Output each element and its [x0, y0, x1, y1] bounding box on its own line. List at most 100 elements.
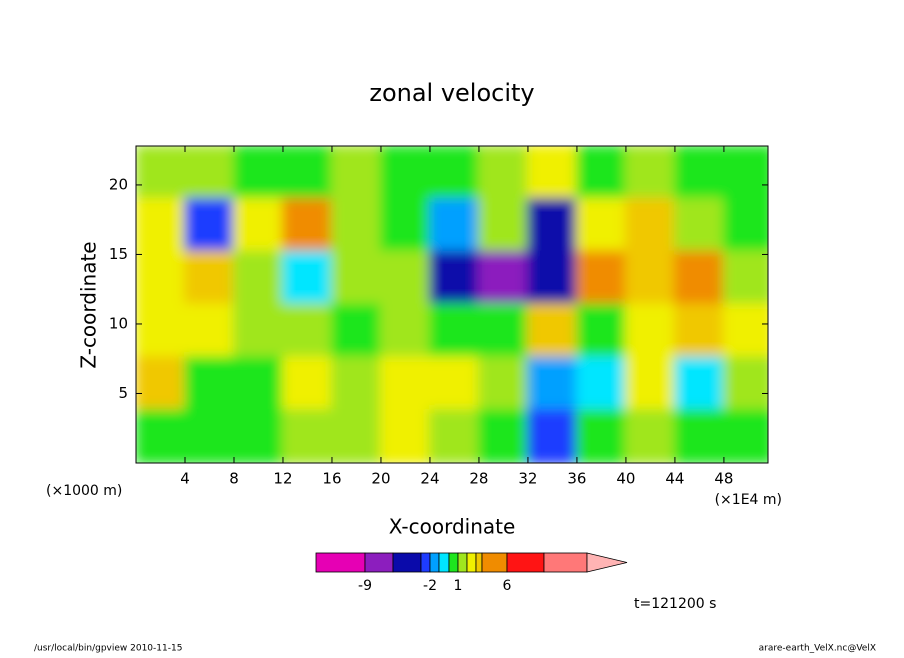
colorbar-box	[506, 552, 545, 573]
contour-cell	[136, 146, 186, 200]
contour-cell	[281, 146, 333, 200]
contour-cell	[232, 146, 284, 200]
colorbar-extension	[586, 552, 628, 573]
contour-cell	[526, 197, 578, 253]
contour-cell	[379, 146, 431, 200]
contour-cell	[379, 409, 431, 463]
contour-cell	[477, 409, 529, 463]
contour-cell	[136, 250, 186, 306]
contour-cell	[722, 146, 768, 200]
annotation: t=121200 s	[634, 596, 716, 612]
contour-cell	[624, 146, 676, 200]
contour-cell	[673, 303, 725, 359]
footer-left: /usr/local/bin/gpview 2010-11-15	[34, 644, 182, 654]
contour-cell	[281, 250, 333, 306]
colorbar-box	[429, 552, 440, 573]
contour-cell	[477, 146, 529, 200]
contour-cell	[575, 303, 627, 359]
x-axis-label: X-coordinate	[389, 515, 516, 539]
contour-cell	[526, 409, 578, 463]
contour-cell	[624, 197, 676, 253]
contour-cell	[379, 356, 431, 412]
contour-cell	[379, 303, 431, 359]
x-tick-label: 4	[180, 470, 190, 488]
contour-cell	[722, 250, 768, 306]
colorbar-box	[364, 552, 394, 573]
plot-frame	[135, 145, 769, 464]
contour-cell	[673, 197, 725, 253]
contour-cell	[428, 250, 480, 306]
contour-cell	[526, 146, 578, 200]
contour-cell	[183, 303, 235, 359]
contour-cell	[722, 409, 768, 463]
contour-cell	[136, 197, 186, 253]
contour-cell	[673, 146, 725, 200]
contour-cell	[183, 250, 235, 306]
colorbar-tick-label: -9	[358, 578, 372, 594]
contour-cell	[232, 197, 284, 253]
y-axis-label: Z-coordinate	[77, 241, 101, 368]
contour-cell	[281, 409, 333, 463]
contour-cell	[428, 146, 480, 200]
contour-cell	[379, 250, 431, 306]
contour-cell	[575, 356, 627, 412]
colorbar-box	[420, 552, 431, 573]
chart-title: zonal velocity	[369, 79, 534, 107]
colorbar-tick-label: 6	[503, 578, 512, 594]
contour-cell	[477, 197, 529, 253]
x-tick-label: 20	[371, 470, 390, 488]
contour-cell	[183, 409, 235, 463]
contour-cell	[136, 303, 186, 359]
contour-cell	[428, 356, 480, 412]
contour-cell	[477, 356, 529, 412]
x-unit-label: (×1E4 m)	[715, 492, 782, 508]
y-tick-label: 5	[118, 384, 128, 402]
contour-cell	[428, 409, 480, 463]
x-tick-label: 24	[420, 470, 439, 488]
x-tick-label: 36	[567, 470, 586, 488]
colorbar-box	[315, 552, 366, 573]
colorbar: -9 -2 1 6	[315, 552, 628, 594]
contour-cell	[575, 197, 627, 253]
x-tick-label: 28	[469, 470, 488, 488]
contour-cell	[232, 356, 284, 412]
contour-cell	[136, 356, 186, 412]
colorbar-tick-label: -2	[423, 578, 437, 594]
contour-cell	[526, 356, 578, 412]
colorbar-tick-label: 1	[454, 578, 463, 594]
contour-cell	[575, 409, 627, 463]
y-tick-label: 15	[109, 245, 128, 263]
colorbar-box	[392, 552, 422, 573]
colorbar-box	[481, 552, 508, 573]
y-tick-label: 10	[109, 314, 128, 332]
contour-cell	[232, 409, 284, 463]
contour-cell	[624, 409, 676, 463]
contour-cell	[281, 356, 333, 412]
contour-cell	[624, 250, 676, 306]
contour-cell	[722, 356, 768, 412]
contour-cell	[575, 250, 627, 306]
colorbar-box	[543, 552, 588, 573]
x-tick-label: 16	[322, 470, 341, 488]
contour-cell	[722, 197, 768, 253]
contour-cell	[330, 303, 382, 359]
x-tick-label: 32	[518, 470, 537, 488]
contour-cell	[673, 250, 725, 306]
x-tick-label: 12	[273, 470, 292, 488]
contour-cell	[575, 146, 627, 200]
footer-right: arare-earth_VelX.nc@VelX	[759, 644, 876, 654]
x-tick-label: 8	[229, 470, 239, 488]
x-tick-label: 44	[665, 470, 684, 488]
colorbar-box	[457, 552, 468, 573]
contour-cell	[624, 303, 676, 359]
colorbar-box	[438, 552, 450, 573]
contour-cell	[330, 146, 382, 200]
y-unit-label: (×1000 m)	[46, 483, 122, 499]
contour-cell	[428, 197, 480, 253]
contour-cell	[330, 250, 382, 306]
contour-cell	[281, 303, 333, 359]
contour-cell	[136, 409, 186, 463]
contour-cell	[673, 356, 725, 412]
colorbar-box	[448, 552, 459, 573]
